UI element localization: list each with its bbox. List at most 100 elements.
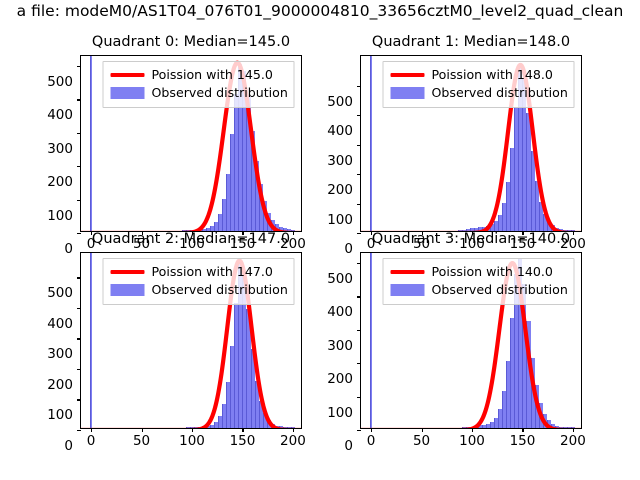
y-tick-mark [77,307,81,310]
histogram-bar [238,64,243,231]
histogram-bar [530,151,535,231]
x-tick-mark [292,231,294,235]
x-tick-label: 150 [509,433,536,449]
y-tick-label: 200 [47,376,73,393]
histogram-bar [502,202,507,231]
y-tick-mark [77,399,81,401]
legend-label: Poission with 148.0 [431,67,553,82]
y-tick-label: 200 [327,182,353,198]
histogram-bar [474,227,479,231]
y-tick-mark [77,368,81,371]
poisson-fit-curve [81,60,301,231]
y-tick-mark [357,203,361,205]
histogram-bar [230,345,235,428]
legend-entry-poisson: Poission with 140.0 [389,263,568,281]
histogram-bar [506,182,511,231]
x-tick-mark [141,231,143,235]
y-tick-label: 200 [47,174,73,191]
histogram-bar [558,426,563,428]
histogram-bar [542,213,547,231]
histogram-bar [282,228,287,231]
histogram-bar [486,423,491,428]
histogram-bar [522,77,527,231]
histogram-bar [498,214,503,231]
legend: Poission with 147.0 Observed distribution [102,258,295,305]
plot-area [361,56,581,231]
y-tick-label: 0 [64,241,73,257]
y-tick-label: 400 [327,123,353,139]
histogram-bar [469,228,474,231]
histogram-bar [210,424,215,428]
histogram-bar [526,321,531,428]
histogram-bar [254,380,259,428]
x-tick-label: 50 [132,433,151,449]
y-tick-label: 0 [344,438,353,454]
y-tick-mark [77,132,81,134]
x-tick-label: 100 [179,433,205,449]
y-tick-label: 400 [47,107,73,124]
subplot-title: Quadrant 1: Median=148.0 [371,34,571,50]
y-tick-label: 0 [344,241,353,257]
histogram-bar [242,275,247,428]
y-tick-mark [357,296,361,298]
legend-label: Poission with 145.0 [151,67,273,82]
poisson-fit-curve [81,258,301,428]
y-tick-mark [357,329,361,331]
y-tick-mark [357,233,361,235]
histogram-bar [538,201,543,231]
histogram-bar [238,263,243,428]
histogram-bar [482,424,487,428]
y-tick-mark [77,277,81,279]
histogram-bar [530,357,535,428]
y-tick-mark [77,166,81,168]
x-tick-mark [472,428,474,432]
histogram-bar [214,222,219,231]
legend-entry-poisson: Poission with 147.0 [109,263,288,281]
histogram-bar [89,56,93,231]
histogram-bar [369,253,373,428]
y-tick-label: 400 [47,315,73,332]
x-tick-label: 200 [560,433,586,449]
y-tick-mark [357,174,361,176]
histogram-bar [242,70,247,231]
x-tick-label: 100 [179,236,205,252]
histogram-bar [490,422,495,428]
histogram-bar [550,423,555,428]
histogram-bar [222,199,227,231]
x-tick-mark [572,231,574,235]
histogram-bar [514,107,519,231]
histogram-bar [369,56,373,231]
histogram-bar [494,417,499,428]
y-tick-mark [77,233,81,235]
legend: Poission with 145.0 Observed distribution [102,61,295,108]
histogram-bar [506,361,511,428]
histogram-bar [461,229,466,231]
histogram-bar [226,174,231,231]
legend: Poission with 148.0 Observed distribution [382,61,575,108]
histogram-bar [202,229,207,231]
x-tick-label: 100 [459,236,485,252]
histogram-bar [457,230,462,231]
y-tick-mark [77,199,81,201]
y-tick-mark [357,396,361,398]
histogram-bar [518,65,523,231]
legend-patch-swatch [390,284,425,297]
histogram-bar [246,97,251,231]
x-tick-label: 0 [86,236,96,252]
subplot-title: Quadrant 3: Median=140.0 [371,231,571,247]
plot-area [81,56,301,231]
x-tick-mark [292,428,294,432]
y-tick-label: 500 [47,285,73,302]
legend-label: Observed distribution [151,282,288,298]
y-tick-mark [357,430,361,432]
histogram-bar [278,227,283,231]
x-tick-mark [421,428,423,432]
y-tick-mark [77,430,81,432]
histogram-bar [226,382,231,428]
y-tick-label: 300 [327,152,353,169]
y-tick-mark [77,338,81,340]
histogram-bar [510,317,515,428]
x-tick-mark [242,231,244,235]
figure-suptitle: a file: modeM0/AS1T04_076T01_9000004810_… [16,2,624,20]
x-tick-mark [522,231,524,235]
